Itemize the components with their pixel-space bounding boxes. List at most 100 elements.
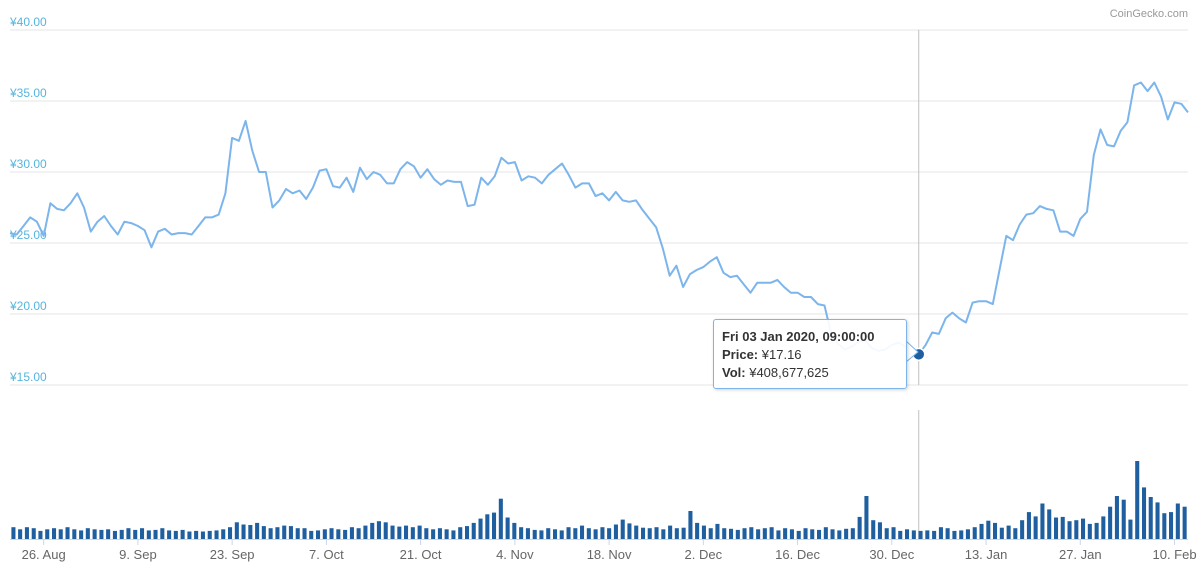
volume-bar (370, 522, 375, 539)
volume-bar (688, 511, 693, 539)
volume-bar (776, 530, 781, 539)
volume-bar (99, 529, 104, 539)
volume-bar (255, 522, 260, 539)
volume-bar (119, 529, 124, 539)
volume-bar (214, 530, 219, 539)
volume-bar (492, 512, 497, 539)
volume-bar (126, 528, 131, 539)
volume-bar (1169, 512, 1174, 539)
volume-bar (1054, 517, 1059, 539)
volume-bar (722, 528, 727, 539)
tooltip: Fri 03 Jan 2020, 09:00:00 Price: ¥17.16 … (713, 319, 907, 389)
volume-bar (444, 529, 449, 539)
volume-bar (79, 530, 84, 539)
volume-bar (1087, 523, 1092, 539)
volume-bar (458, 527, 463, 539)
volume-bar (539, 530, 544, 539)
volume-bar (715, 523, 720, 539)
volume-bar (729, 528, 734, 539)
volume-bar (187, 531, 192, 539)
volume-bar (959, 530, 964, 539)
volume-bar (512, 522, 517, 539)
volume-bar (1148, 497, 1153, 539)
volume-bar (1074, 520, 1079, 539)
volume-bar (607, 528, 612, 539)
tooltip-title: Fri 03 Jan 2020, 09:00:00 (722, 329, 875, 344)
volume-bar (268, 528, 273, 539)
volume-bar (1108, 506, 1113, 539)
volume-bar (661, 529, 666, 539)
x-tick-label: 30. Dec (869, 547, 914, 562)
volume-bar (1006, 525, 1011, 539)
y-tick-label: ¥15.00 (9, 370, 47, 384)
credit-link[interactable]: CoinGecko.com (1109, 8, 1188, 20)
volume-bar (905, 529, 910, 539)
volume-bar (918, 530, 923, 539)
volume-bar (641, 527, 646, 539)
volume-bar (356, 528, 361, 539)
x-tick-label: 23. Sep (210, 547, 255, 562)
volume-bar (762, 528, 767, 539)
volume-bar (302, 528, 307, 539)
volume-bar (133, 529, 138, 539)
volume-bar (65, 527, 70, 539)
volume-bar (505, 517, 510, 539)
volume-bar (877, 522, 882, 539)
volume-bar (45, 529, 50, 539)
volume-bar (363, 525, 368, 539)
volume-bar (1020, 520, 1025, 539)
volume-bar (1162, 513, 1167, 539)
volume-bar (1033, 516, 1038, 539)
volume-bar (404, 525, 409, 539)
x-tick-label: 9. Sep (119, 547, 157, 562)
price-series-line (9, 81, 1189, 356)
volume-bar (1114, 496, 1119, 539)
volume-bar (573, 528, 578, 539)
tooltip-vol-row: Vol: ¥408,677,625 (722, 364, 906, 382)
x-tick-label: 16. Dec (775, 547, 820, 562)
y-tick-label: ¥30.00 (9, 157, 47, 171)
y-tick-label: ¥20.00 (9, 299, 47, 313)
volume-bar (979, 523, 984, 539)
x-tick-label: 7. Oct (309, 547, 344, 562)
volume-bar (586, 528, 591, 539)
volume-bar (1067, 521, 1072, 539)
volume-bar (898, 530, 903, 539)
volume-bar (153, 529, 158, 539)
volume-bar (316, 530, 321, 539)
volume-bar (349, 527, 354, 539)
volume-bar (1081, 518, 1086, 539)
x-tick-label: 21. Oct (400, 547, 442, 562)
volume-bar (796, 530, 801, 539)
volume-bar (627, 523, 632, 539)
volume-bar (810, 529, 815, 539)
x-tick-label: 27. Jan (1059, 547, 1102, 562)
volume-bar (580, 525, 585, 539)
volume-bar (485, 514, 490, 539)
volume-bar (837, 530, 842, 539)
volume-bar (674, 528, 679, 539)
volume-bar (85, 528, 90, 539)
volume-bar (708, 528, 713, 539)
volume-bar (613, 524, 618, 539)
volume-bar (465, 526, 470, 539)
y-tick-label: ¥35.00 (9, 86, 47, 100)
volume-bar (1175, 503, 1180, 539)
volume-bar (1013, 528, 1018, 539)
volume-bar (1135, 461, 1140, 539)
volume-bar (471, 522, 476, 539)
volume-bar (593, 529, 598, 539)
tooltip-price-row: Price: ¥17.16 (722, 346, 906, 364)
x-tick-label: 13. Jan (965, 547, 1008, 562)
x-tick-label: 18. Nov (587, 547, 632, 562)
volume-bar (566, 527, 571, 539)
volume-bar (1128, 519, 1133, 539)
volume-bar (600, 527, 605, 539)
volume-bar (803, 528, 808, 539)
volume-bar (397, 526, 402, 539)
volume-bar (478, 518, 483, 539)
volume-bar (72, 529, 77, 539)
volume-bar (431, 529, 436, 539)
